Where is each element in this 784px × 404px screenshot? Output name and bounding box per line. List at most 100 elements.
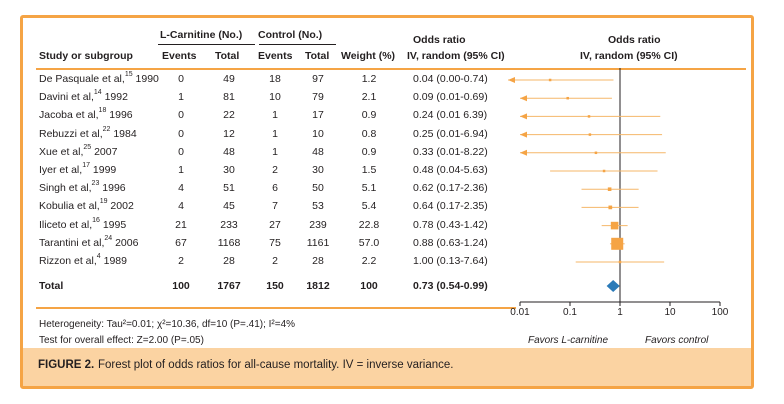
- row-study: Rebuzzi et al,22 1984: [39, 125, 137, 140]
- ci-arrow: [520, 113, 527, 120]
- row-study: De Pasquale et al,15 1990: [39, 71, 159, 85]
- total-rule: [36, 307, 516, 309]
- row-events1: 21: [175, 218, 187, 231]
- row-total2: 50: [312, 182, 324, 195]
- row-total1: 22: [223, 109, 235, 122]
- study-ref: 15: [124, 71, 133, 78]
- row-study: Singh et al,23 1996: [39, 180, 126, 195]
- row-total2: 17: [312, 109, 324, 122]
- ci-arrow: [520, 131, 527, 138]
- study-ref: 19: [99, 198, 108, 206]
- group2-underline: [259, 44, 336, 45]
- study-year: 2007: [91, 145, 118, 158]
- header-events1: Events: [162, 50, 197, 62]
- row-weight: 57.0: [358, 236, 380, 249]
- row-total1: 30: [223, 164, 235, 176]
- row-total1: 28: [223, 255, 235, 267]
- row-total1: 49: [223, 73, 235, 85]
- row-study: Tarantini et al,24 2006: [39, 234, 138, 249]
- study-year: 1999: [89, 164, 117, 176]
- header-study: Study or subgroup: [39, 50, 133, 62]
- row-events1: 1: [178, 91, 184, 104]
- total-events2: 150: [266, 280, 284, 292]
- row-events1: 4: [178, 182, 184, 195]
- ci-arrow: [508, 77, 515, 83]
- header-group1: L-Carnitine (No.): [160, 29, 243, 41]
- header-group2: Control (No.): [258, 29, 323, 41]
- right-favor-label: Favors control: [645, 335, 709, 346]
- header-rule: [36, 68, 746, 70]
- total-total1: 1767: [217, 280, 241, 292]
- row-weight: 0.9: [361, 145, 377, 158]
- study-square: [602, 169, 606, 173]
- total-events1: 100: [172, 280, 190, 292]
- row-total2: 97: [312, 73, 324, 85]
- row-ci: 0.09 (0.01-0.69): [413, 91, 488, 104]
- study-name: Singh et al,: [39, 182, 92, 195]
- row-total2: 10: [312, 127, 324, 140]
- row-total1: 81: [223, 91, 235, 104]
- row-weight: 2.2: [361, 255, 377, 267]
- row-weight: 22.8: [358, 218, 380, 231]
- x-tick-label: 0.01: [510, 307, 530, 318]
- row-weight: 0.8: [361, 127, 377, 140]
- total-label: Total: [39, 280, 64, 292]
- header-or2-line1: Odds ratio: [608, 34, 661, 46]
- row-study: Iliceto et al,16 1995: [39, 217, 126, 231]
- header-total1: Total: [215, 50, 240, 62]
- study-ref: 22: [102, 125, 111, 133]
- row-events2: 1: [272, 109, 278, 122]
- study-ref: 24: [104, 234, 113, 242]
- study-square: [610, 221, 619, 230]
- ci-arrow: [520, 149, 527, 156]
- row-ci: 0.88 (0.63-1.24): [413, 236, 488, 249]
- study-square: [618, 260, 622, 264]
- total-total2: 1812: [306, 280, 330, 292]
- study-square: [607, 187, 612, 191]
- study-name: Kobulia et al,: [39, 200, 100, 213]
- row-ci: 0.33 (0.01-8.22): [413, 145, 488, 158]
- row-events2: 6: [272, 182, 278, 195]
- row-total1: 1168: [217, 236, 241, 249]
- total-weight: 100: [360, 280, 378, 292]
- x-tick-label: 10: [664, 307, 676, 318]
- row-events2: 1: [272, 127, 278, 140]
- row-total1: 48: [223, 145, 235, 158]
- pooled-diamond: [606, 280, 620, 292]
- study-name: Rizzon et al,: [39, 255, 97, 267]
- study-year: 1989: [100, 255, 127, 267]
- row-ci: 1.00 (0.13-7.64): [413, 255, 488, 267]
- overall-effect-text: Test for overall effect: Z=2.00 (P=.05): [39, 335, 204, 346]
- heterogeneity-text: Heterogeneity: Tau²=0.01; χ²=10.36, df=1…: [39, 319, 296, 330]
- row-weight: 5.1: [361, 182, 377, 195]
- study-name: Rebuzzi et al,: [39, 127, 103, 140]
- study-year: 1990: [132, 73, 159, 85]
- row-events2: 75: [269, 236, 281, 249]
- row-study: Davini et al,14 1992: [39, 89, 128, 103]
- row-events1: 67: [175, 236, 187, 249]
- row-total2: 48: [312, 145, 324, 158]
- row-events2: 2: [272, 255, 278, 267]
- row-events1: 1: [178, 164, 184, 176]
- row-total2: 30: [312, 164, 324, 176]
- x-tick-label: 0.1: [563, 307, 577, 318]
- x-tick-label: 100: [711, 307, 729, 318]
- study-year: 1996: [106, 109, 133, 122]
- row-weight: 1.2: [361, 73, 377, 85]
- row-total1: 51: [223, 182, 235, 195]
- caption-label: FIGURE 2.: [38, 359, 95, 371]
- row-ci: 0.64 (0.17-2.35): [413, 200, 488, 213]
- study-name: Tarantini et al,: [39, 236, 105, 249]
- row-ci: 0.04 (0.00-0.74): [413, 73, 488, 85]
- row-total1: 45: [223, 200, 235, 213]
- row-total1: 12: [223, 127, 235, 140]
- row-weight: 5.4: [361, 200, 377, 213]
- group1-underline: [158, 44, 255, 45]
- caption-text: Forest plot of odds ratios for all-cause…: [98, 359, 454, 371]
- header-weight: Weight (%): [341, 50, 396, 62]
- row-total1: 233: [220, 218, 238, 231]
- row-ci: 0.25 (0.01-6.94): [413, 127, 488, 140]
- row-total2: 1161: [306, 236, 330, 249]
- study-name: Iyer et al,: [39, 164, 83, 176]
- study-name: De Pasquale et al,: [39, 73, 125, 85]
